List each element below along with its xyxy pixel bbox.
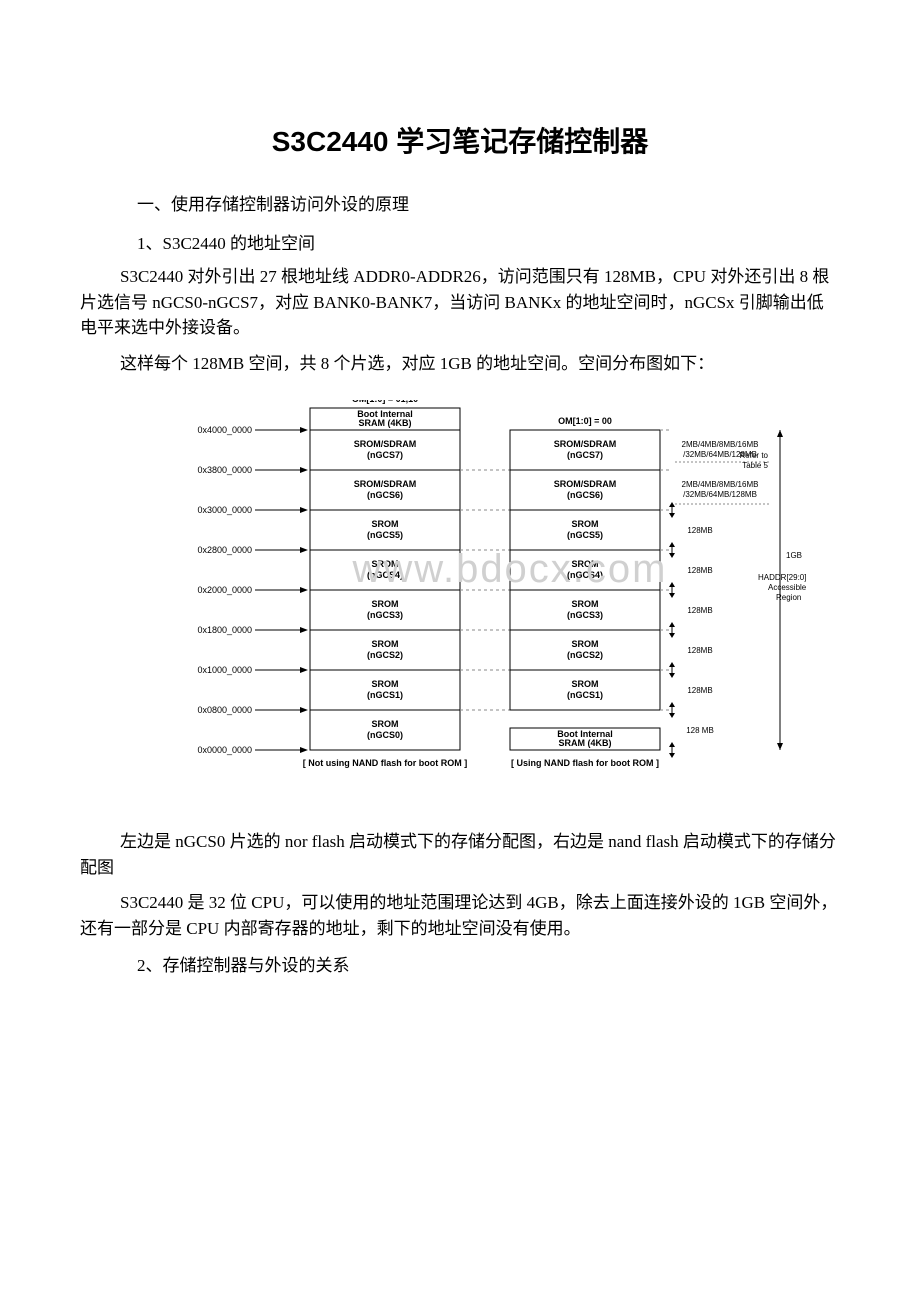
subsection-1-2: 2、存储控制器与外设的关系 (120, 951, 840, 976)
svg-text:(nGCS1): (nGCS1) (567, 690, 603, 700)
svg-text:SROM: SROM (572, 639, 599, 649)
svg-text:(nGCS3): (nGCS3) (367, 610, 403, 620)
svg-text:128MB: 128MB (687, 566, 712, 575)
svg-text:OM[1:0] = 01,10: OM[1:0] = 01,10 (352, 400, 418, 404)
svg-text:0x3800_0000: 0x3800_0000 (197, 465, 252, 475)
svg-text:128MB: 128MB (687, 526, 712, 535)
svg-text:0x2000_0000: 0x2000_0000 (197, 585, 252, 595)
paragraph-3: 左边是 nGCS0 片选的 nor flash 启动模式下的存储分配图，右边是 … (80, 829, 840, 880)
svg-text:128MB: 128MB (687, 686, 712, 695)
svg-text:SRAM (4KB): SRAM (4KB) (359, 418, 412, 428)
svg-text:0x4000_0000: 0x4000_0000 (197, 425, 252, 435)
svg-text:HADDR[29:0]: HADDR[29:0] (758, 573, 806, 582)
svg-text:SRAM (4KB): SRAM (4KB) (559, 738, 612, 748)
svg-text:Table 5: Table 5 (742, 461, 768, 470)
svg-text:[ Using NAND flash for boot RO: [ Using NAND flash for boot ROM ] (511, 758, 659, 768)
svg-text:SROM/SDRAM: SROM/SDRAM (554, 479, 617, 489)
paragraph-4: S3C2440 是 32 位 CPU，可以使用的地址范围理论达到 4GB，除去上… (80, 890, 840, 941)
paragraph-2: 这样每个 128MB 空间，共 8 个片选，对应 1GB 的地址空间。空间分布图… (80, 351, 840, 377)
svg-text:SROM: SROM (372, 639, 399, 649)
svg-text:SROM/SDRAM: SROM/SDRAM (554, 439, 617, 449)
svg-text:128MB: 128MB (687, 606, 712, 615)
svg-text:(nGCS7): (nGCS7) (367, 450, 403, 460)
svg-text:SROM: SROM (372, 599, 399, 609)
svg-text:SROM: SROM (372, 679, 399, 689)
svg-text:(nGCS5): (nGCS5) (367, 530, 403, 540)
svg-text:SROM: SROM (572, 519, 599, 529)
svg-text:0x1000_0000: 0x1000_0000 (197, 665, 252, 675)
svg-text:SROM: SROM (572, 679, 599, 689)
svg-text:2MB/4MB/8MB/16MB: 2MB/4MB/8MB/16MB (682, 480, 759, 489)
section-heading-1: 一、使用存储控制器访问外设的原理 (120, 190, 840, 215)
svg-text:SROM/SDRAM: SROM/SDRAM (354, 439, 417, 449)
svg-text:SROM/SDRAM: SROM/SDRAM (354, 479, 417, 489)
svg-text:(nGCS5): (nGCS5) (567, 530, 603, 540)
svg-text:(nGCS6): (nGCS6) (367, 490, 403, 500)
svg-text:(nGCS6): (nGCS6) (567, 490, 603, 500)
svg-text:(nGCS2): (nGCS2) (567, 650, 603, 660)
svg-text:www.bdocx.com: www.bdocx.com (352, 547, 668, 591)
svg-text:1GB: 1GB (786, 551, 802, 560)
svg-text:SROM: SROM (372, 719, 399, 729)
svg-text:(nGCS7): (nGCS7) (567, 450, 603, 460)
svg-text:128MB: 128MB (687, 646, 712, 655)
svg-text:OM[1:0] = 00: OM[1:0] = 00 (558, 416, 612, 426)
svg-text:0x3000_0000: 0x3000_0000 (197, 505, 252, 515)
svg-text:Refer to: Refer to (740, 451, 769, 460)
svg-text:Accessible: Accessible (768, 583, 807, 592)
subsection-1-1: 1、S3C2440 的地址空间 (120, 229, 840, 254)
svg-text:(nGCS2): (nGCS2) (367, 650, 403, 660)
svg-text:[ Not using NAND flash for boo: [ Not using NAND flash for boot ROM ] (303, 758, 467, 768)
svg-text:(nGCS1): (nGCS1) (367, 690, 403, 700)
svg-text:SROM: SROM (372, 519, 399, 529)
svg-text:0x1800_0000: 0x1800_0000 (197, 625, 252, 635)
svg-text:(nGCS3): (nGCS3) (567, 610, 603, 620)
svg-text:0x0000_0000: 0x0000_0000 (197, 745, 252, 755)
memory-map-diagram: Boot InternalSRAM (4KB)OM[1:0] = 01,10SR… (180, 400, 840, 805)
svg-text:SROM: SROM (572, 599, 599, 609)
svg-text:0x0800_0000: 0x0800_0000 (197, 705, 252, 715)
paragraph-1: S3C2440 对外引出 27 根地址线 ADDR0-ADDR26，访问范围只有… (80, 264, 840, 341)
svg-text:(nGCS0): (nGCS0) (367, 730, 403, 740)
svg-text:2MB/4MB/8MB/16MB: 2MB/4MB/8MB/16MB (682, 440, 759, 449)
svg-text:128 MB: 128 MB (686, 726, 714, 735)
svg-text:/32MB/64MB/128MB: /32MB/64MB/128MB (683, 490, 757, 499)
svg-text:0x2800_0000: 0x2800_0000 (197, 545, 252, 555)
page-title: S3C2440 学习笔记存储控制器 (80, 120, 840, 160)
svg-text:Region: Region (776, 593, 801, 602)
